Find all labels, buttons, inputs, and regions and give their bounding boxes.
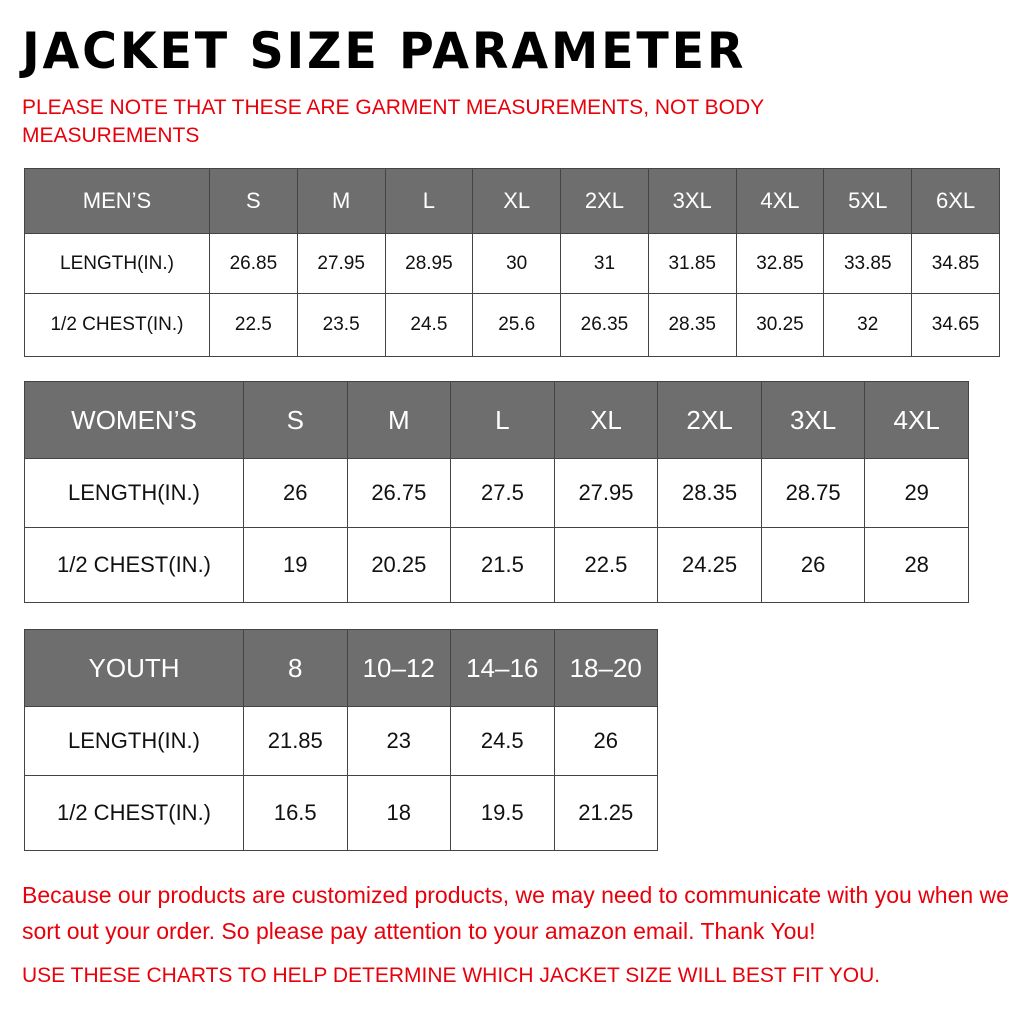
- row-label: LENGTH(IN.): [24, 233, 210, 294]
- mens-size-table: MEN’S S M L XL 2XL 3XL 4XL 5XL 6XL LENGTH(IN.) 26.8…: [24, 168, 1000, 357]
- size-header: XL: [553, 381, 659, 459]
- table-row: LENGTH(IN.) 21.85 23 24.5 26: [24, 706, 658, 776]
- measurement-cell: 24.5: [384, 293, 474, 357]
- garment-note: PLEASE NOTE THAT THESE ARE GARMENT MEASU…: [22, 96, 764, 147]
- size-header: 8: [243, 629, 348, 707]
- measurement-cell: 28.35: [647, 293, 737, 357]
- size-header: S: [209, 168, 298, 234]
- size-header: 2XL: [657, 381, 762, 459]
- size-header: M: [346, 381, 452, 459]
- size-header: 10–12: [346, 629, 451, 707]
- size-header: L: [450, 381, 555, 459]
- size-header: 3XL: [647, 168, 737, 234]
- measurement-cell: 28: [864, 527, 969, 603]
- measurement-cell: 22.5: [209, 293, 298, 357]
- fit-instruction: USE THESE CHARTS TO HELP DETERMINE WHICH…: [22, 964, 881, 987]
- size-header: 4XL: [735, 168, 825, 234]
- size-header: L: [384, 168, 474, 234]
- customization-notice: Because our products are customized prod…: [22, 882, 1009, 944]
- size-header: M: [296, 168, 386, 234]
- table-row: 1/2 CHEST(IN.) 22.5 23.5 24.5 25.6 26.35 28.35…: [24, 293, 1000, 357]
- size-header: 18–20: [553, 629, 658, 707]
- measurement-cell: 28.75: [760, 458, 866, 528]
- size-header: XL: [472, 168, 562, 234]
- table-row: 1/2 CHEST(IN.) 19 20.25 21.5 22.5 24.25 26 28: [24, 527, 969, 603]
- measurement-cell: 18: [346, 775, 451, 851]
- category-header: YOUTH: [24, 629, 244, 707]
- size-header: S: [243, 381, 348, 459]
- measurement-cell: 21.5: [450, 527, 555, 603]
- measurement-cell: 20.25: [346, 527, 452, 603]
- measurement-cell: 28.95: [384, 233, 474, 294]
- measurement-cell: 26.85: [209, 233, 298, 294]
- category-header: MEN’S: [24, 168, 210, 234]
- page-title: JACKET SIZE PARAMETER: [22, 22, 747, 80]
- measurement-cell: 22.5: [553, 527, 659, 603]
- row-label: 1/2 CHEST(IN.): [24, 527, 244, 603]
- size-header: 4XL: [864, 381, 969, 459]
- measurement-cell: 26: [243, 458, 348, 528]
- measurement-cell: 34.85: [911, 233, 1000, 294]
- measurement-cell: 23.5: [296, 293, 386, 357]
- measurement-cell: 31.85: [647, 233, 737, 294]
- size-header: 3XL: [760, 381, 866, 459]
- header-row: MEN’S S M L XL 2XL 3XL 4XL 5XL 6XL: [24, 168, 1000, 234]
- measurement-cell: 19: [243, 527, 348, 603]
- youth-size-table: YOUTH 8 10–12 14–16 18–20 LENGTH(IN.) 21.85 23 2…: [24, 629, 658, 851]
- measurement-cell: 32: [823, 293, 913, 357]
- measurement-cell: 32.85: [735, 233, 825, 294]
- measurement-cell: 23: [346, 706, 451, 776]
- measurement-cell: 26: [760, 527, 866, 603]
- measurement-cell: 19.5: [450, 775, 555, 851]
- measurement-cell: 33.85: [823, 233, 913, 294]
- measurement-cell: 27.95: [296, 233, 386, 294]
- table-row: LENGTH(IN.) 26.85 27.95 28.95 30 31 31.85 32.85…: [24, 233, 1000, 294]
- header-row: YOUTH 8 10–12 14–16 18–20: [24, 629, 658, 707]
- measurement-cell: 21.85: [243, 706, 348, 776]
- row-label: LENGTH(IN.): [24, 458, 244, 528]
- womens-size-table: WOMEN’S S M L XL 2XL 3XL 4XL LENGTH(IN.) 26 26.75 2…: [24, 381, 969, 603]
- size-header: 14–16: [450, 629, 555, 707]
- measurement-cell: 34.65: [911, 293, 1000, 357]
- measurement-cell: 30: [472, 233, 562, 294]
- measurement-cell: 26.35: [560, 293, 649, 357]
- measurement-cell: 30.25: [735, 293, 825, 357]
- measurement-cell: 29: [864, 458, 969, 528]
- size-header: 6XL: [911, 168, 1000, 234]
- measurement-cell: 27.5: [450, 458, 555, 528]
- measurement-cell: 27.95: [553, 458, 659, 528]
- measurement-cell: 21.25: [553, 775, 658, 851]
- row-label: LENGTH(IN.): [24, 706, 244, 776]
- measurement-cell: 31: [560, 233, 649, 294]
- table-row: LENGTH(IN.) 26 26.75 27.5 27.95 28.35 28.75 29: [24, 458, 969, 528]
- measurement-cell: 26.75: [346, 458, 452, 528]
- header-row: WOMEN’S S M L XL 2XL 3XL 4XL: [24, 381, 969, 459]
- measurement-cell: 26: [553, 706, 658, 776]
- measurement-cell: 16.5: [243, 775, 348, 851]
- category-header: WOMEN’S: [24, 381, 244, 459]
- table-row: 1/2 CHEST(IN.) 16.5 18 19.5 21.25: [24, 775, 658, 851]
- measurement-cell: 24.5: [450, 706, 555, 776]
- size-header: 5XL: [823, 168, 913, 234]
- measurement-cell: 25.6: [472, 293, 562, 357]
- measurement-cell: 28.35: [657, 458, 762, 528]
- measurement-cell: 24.25: [657, 527, 762, 603]
- row-label: 1/2 CHEST(IN.): [24, 775, 244, 851]
- row-label: 1/2 CHEST(IN.): [24, 293, 210, 357]
- size-header: 2XL: [560, 168, 649, 234]
